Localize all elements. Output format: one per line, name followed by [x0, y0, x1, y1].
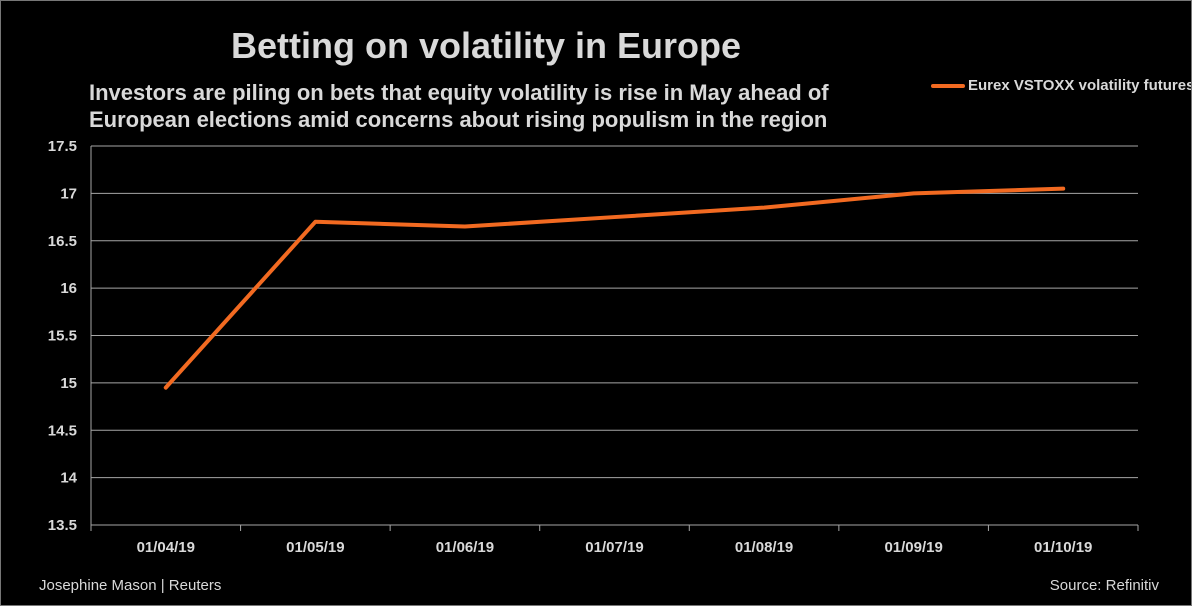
x-tick-label: 01/08/19 [735, 539, 793, 556]
x-tick-label: 01/09/19 [884, 539, 942, 556]
y-tick-label: 17.5 [48, 138, 77, 155]
source: Source: Refinitiv [1049, 577, 1159, 594]
x-tick-label: 01/06/19 [436, 539, 494, 556]
x-tick-label: 01/05/19 [286, 539, 344, 556]
legend-swatch [931, 84, 965, 88]
y-tick-label: 14.5 [48, 422, 77, 439]
y-tick-label: 13.5 [48, 517, 77, 534]
x-tick-label: 01/07/19 [585, 539, 643, 556]
chart-title: Betting on volatility in Europe [230, 25, 741, 66]
y-tick-label: 16.5 [48, 233, 77, 250]
subtitle-line: European elections amid concerns about r… [89, 107, 828, 132]
y-tick-label: 17 [60, 185, 77, 202]
y-tick-label: 14 [60, 470, 77, 487]
y-tick-label: 15 [60, 375, 77, 392]
legend-label: Eurex VSTOXX volatility futures [968, 77, 1192, 94]
legend: Eurex VSTOXX volatility futures [931, 76, 1192, 95]
chart-subtitle: Investors are piling on bets that equity… [89, 79, 909, 133]
credit: Josephine Mason | Reuters [39, 577, 222, 594]
x-tick-label: 01/10/19 [1034, 539, 1092, 556]
subtitle-line: Investors are piling on bets that equity… [89, 80, 829, 105]
y-tick-label: 15.5 [48, 328, 77, 345]
y-tick-label: 16 [60, 280, 77, 297]
x-tick-label: 01/04/19 [137, 539, 195, 556]
